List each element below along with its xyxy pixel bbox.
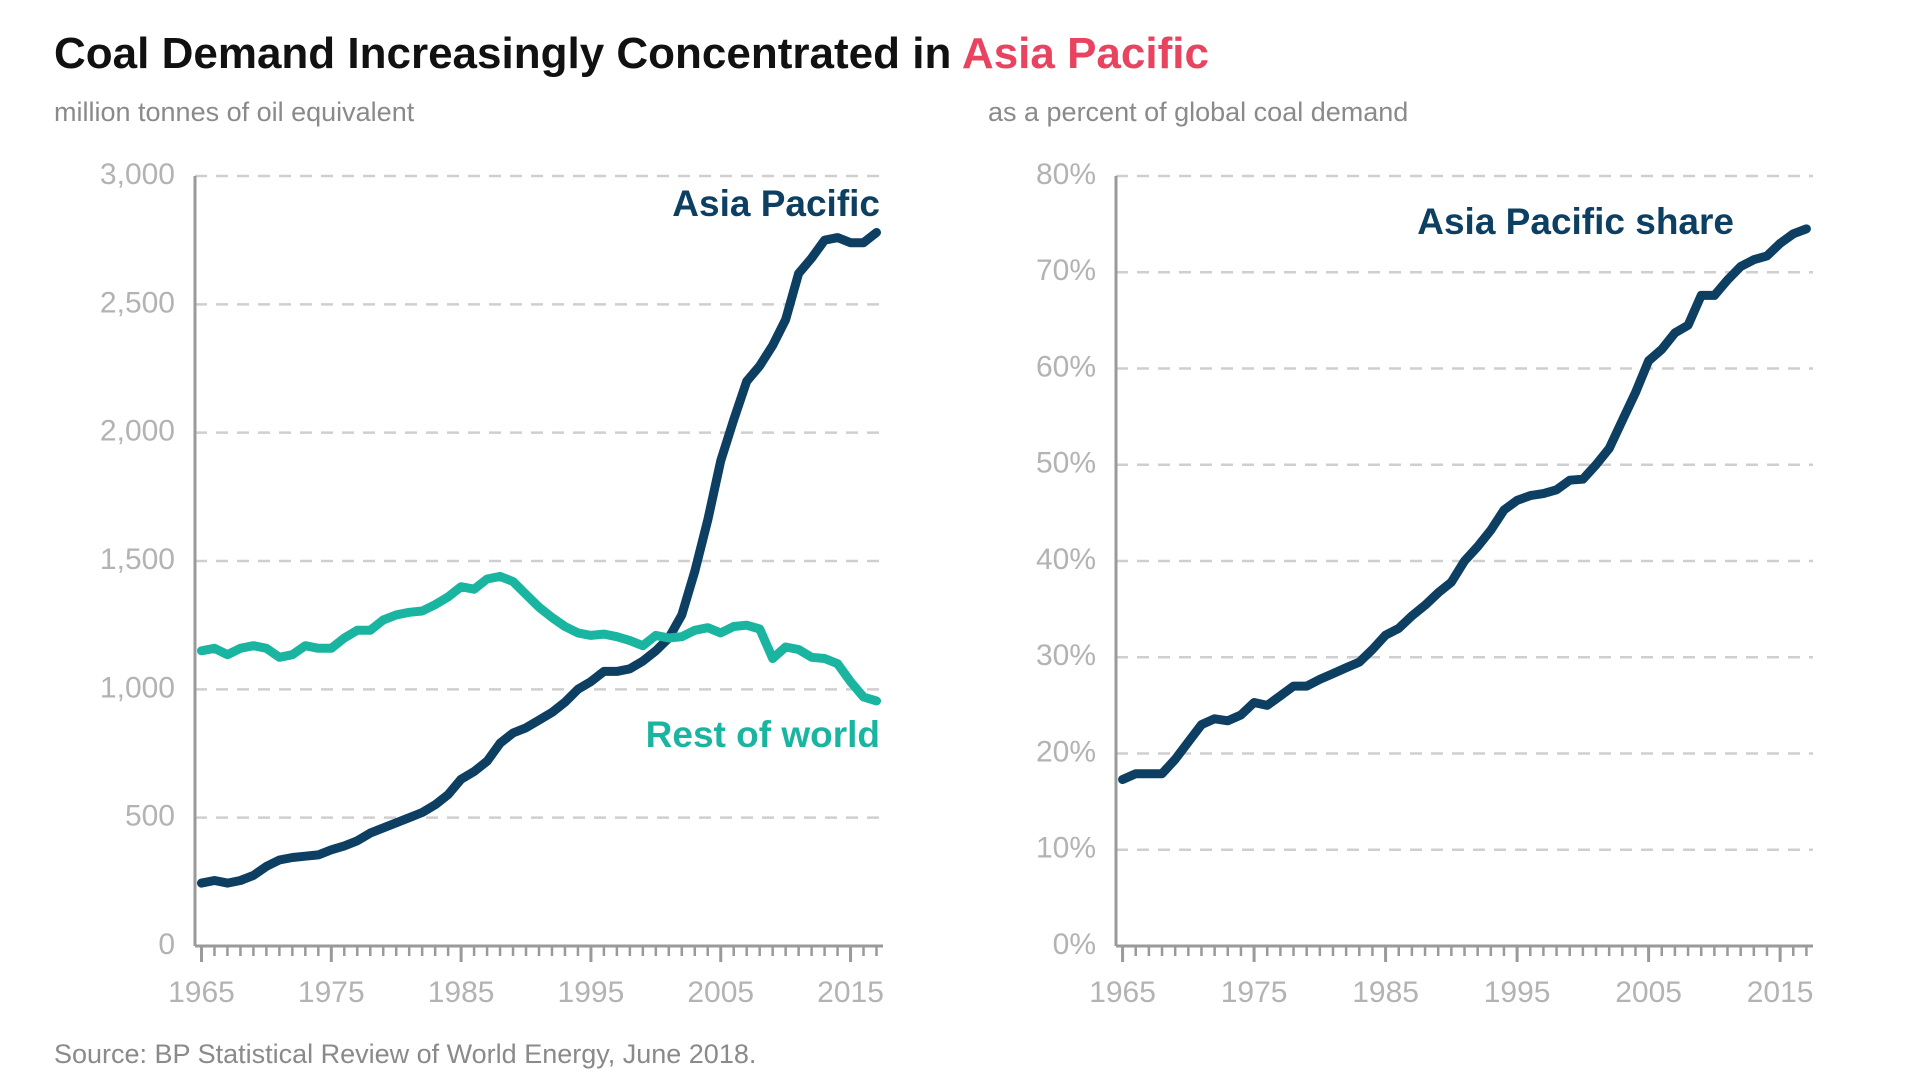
y-tick-label: 30% xyxy=(1036,639,1096,672)
x-tick-label: 1985 xyxy=(428,976,495,1009)
series-label: Asia Pacific xyxy=(672,183,880,224)
y-tick-label: 10% xyxy=(1036,832,1096,865)
x-tick-label: 1995 xyxy=(1484,976,1551,1009)
series-line xyxy=(197,571,881,706)
y-tick-label: 500 xyxy=(125,800,175,833)
subtitle: as a percent of global coal demand xyxy=(988,97,1408,127)
x-tick-label: 1995 xyxy=(558,976,625,1009)
y-tick-label: 40% xyxy=(1036,543,1096,576)
x-tick-label: 1965 xyxy=(1089,976,1156,1009)
y-tick-label: 2,500 xyxy=(100,286,175,319)
y-tick-label: 1,000 xyxy=(100,671,175,704)
series-line xyxy=(197,228,881,888)
y-tick-label: 2,000 xyxy=(100,415,175,448)
x-tick-label: 1965 xyxy=(168,976,235,1009)
x-tick-label: 1975 xyxy=(298,976,365,1009)
y-tick-label: 50% xyxy=(1036,447,1096,480)
y-tick-label: 20% xyxy=(1036,735,1096,768)
title: Coal Demand Increasingly Concentrated in… xyxy=(54,29,1209,78)
series-label: Rest of world xyxy=(646,714,880,755)
y-tick-label: 3,000 xyxy=(100,158,175,191)
y-tick-label: 0 xyxy=(158,928,175,961)
x-tick-label: 2005 xyxy=(1615,976,1682,1009)
series-line xyxy=(1118,224,1811,784)
x-tick-label: 1975 xyxy=(1221,976,1288,1009)
source: Source: BP Statistical Review of World E… xyxy=(54,1039,756,1069)
x-tick-label: 2005 xyxy=(687,976,754,1009)
subtitle: million tonnes of oil equivalent xyxy=(54,97,415,127)
series-label: Asia Pacific share xyxy=(1417,201,1734,242)
x-tick-label: 1985 xyxy=(1352,976,1419,1009)
x-tick-label: 2015 xyxy=(817,976,884,1009)
title-main: Coal Demand Increasingly Concentrated in xyxy=(54,29,951,78)
y-tick-label: 70% xyxy=(1036,254,1096,287)
y-tick-label: 0% xyxy=(1053,928,1096,961)
title-highlight: Asia Pacific xyxy=(962,29,1209,78)
y-tick-label: 60% xyxy=(1036,350,1096,383)
x-tick-label: 2015 xyxy=(1747,976,1814,1009)
y-tick-label: 1,500 xyxy=(100,543,175,576)
y-tick-label: 80% xyxy=(1036,158,1096,191)
